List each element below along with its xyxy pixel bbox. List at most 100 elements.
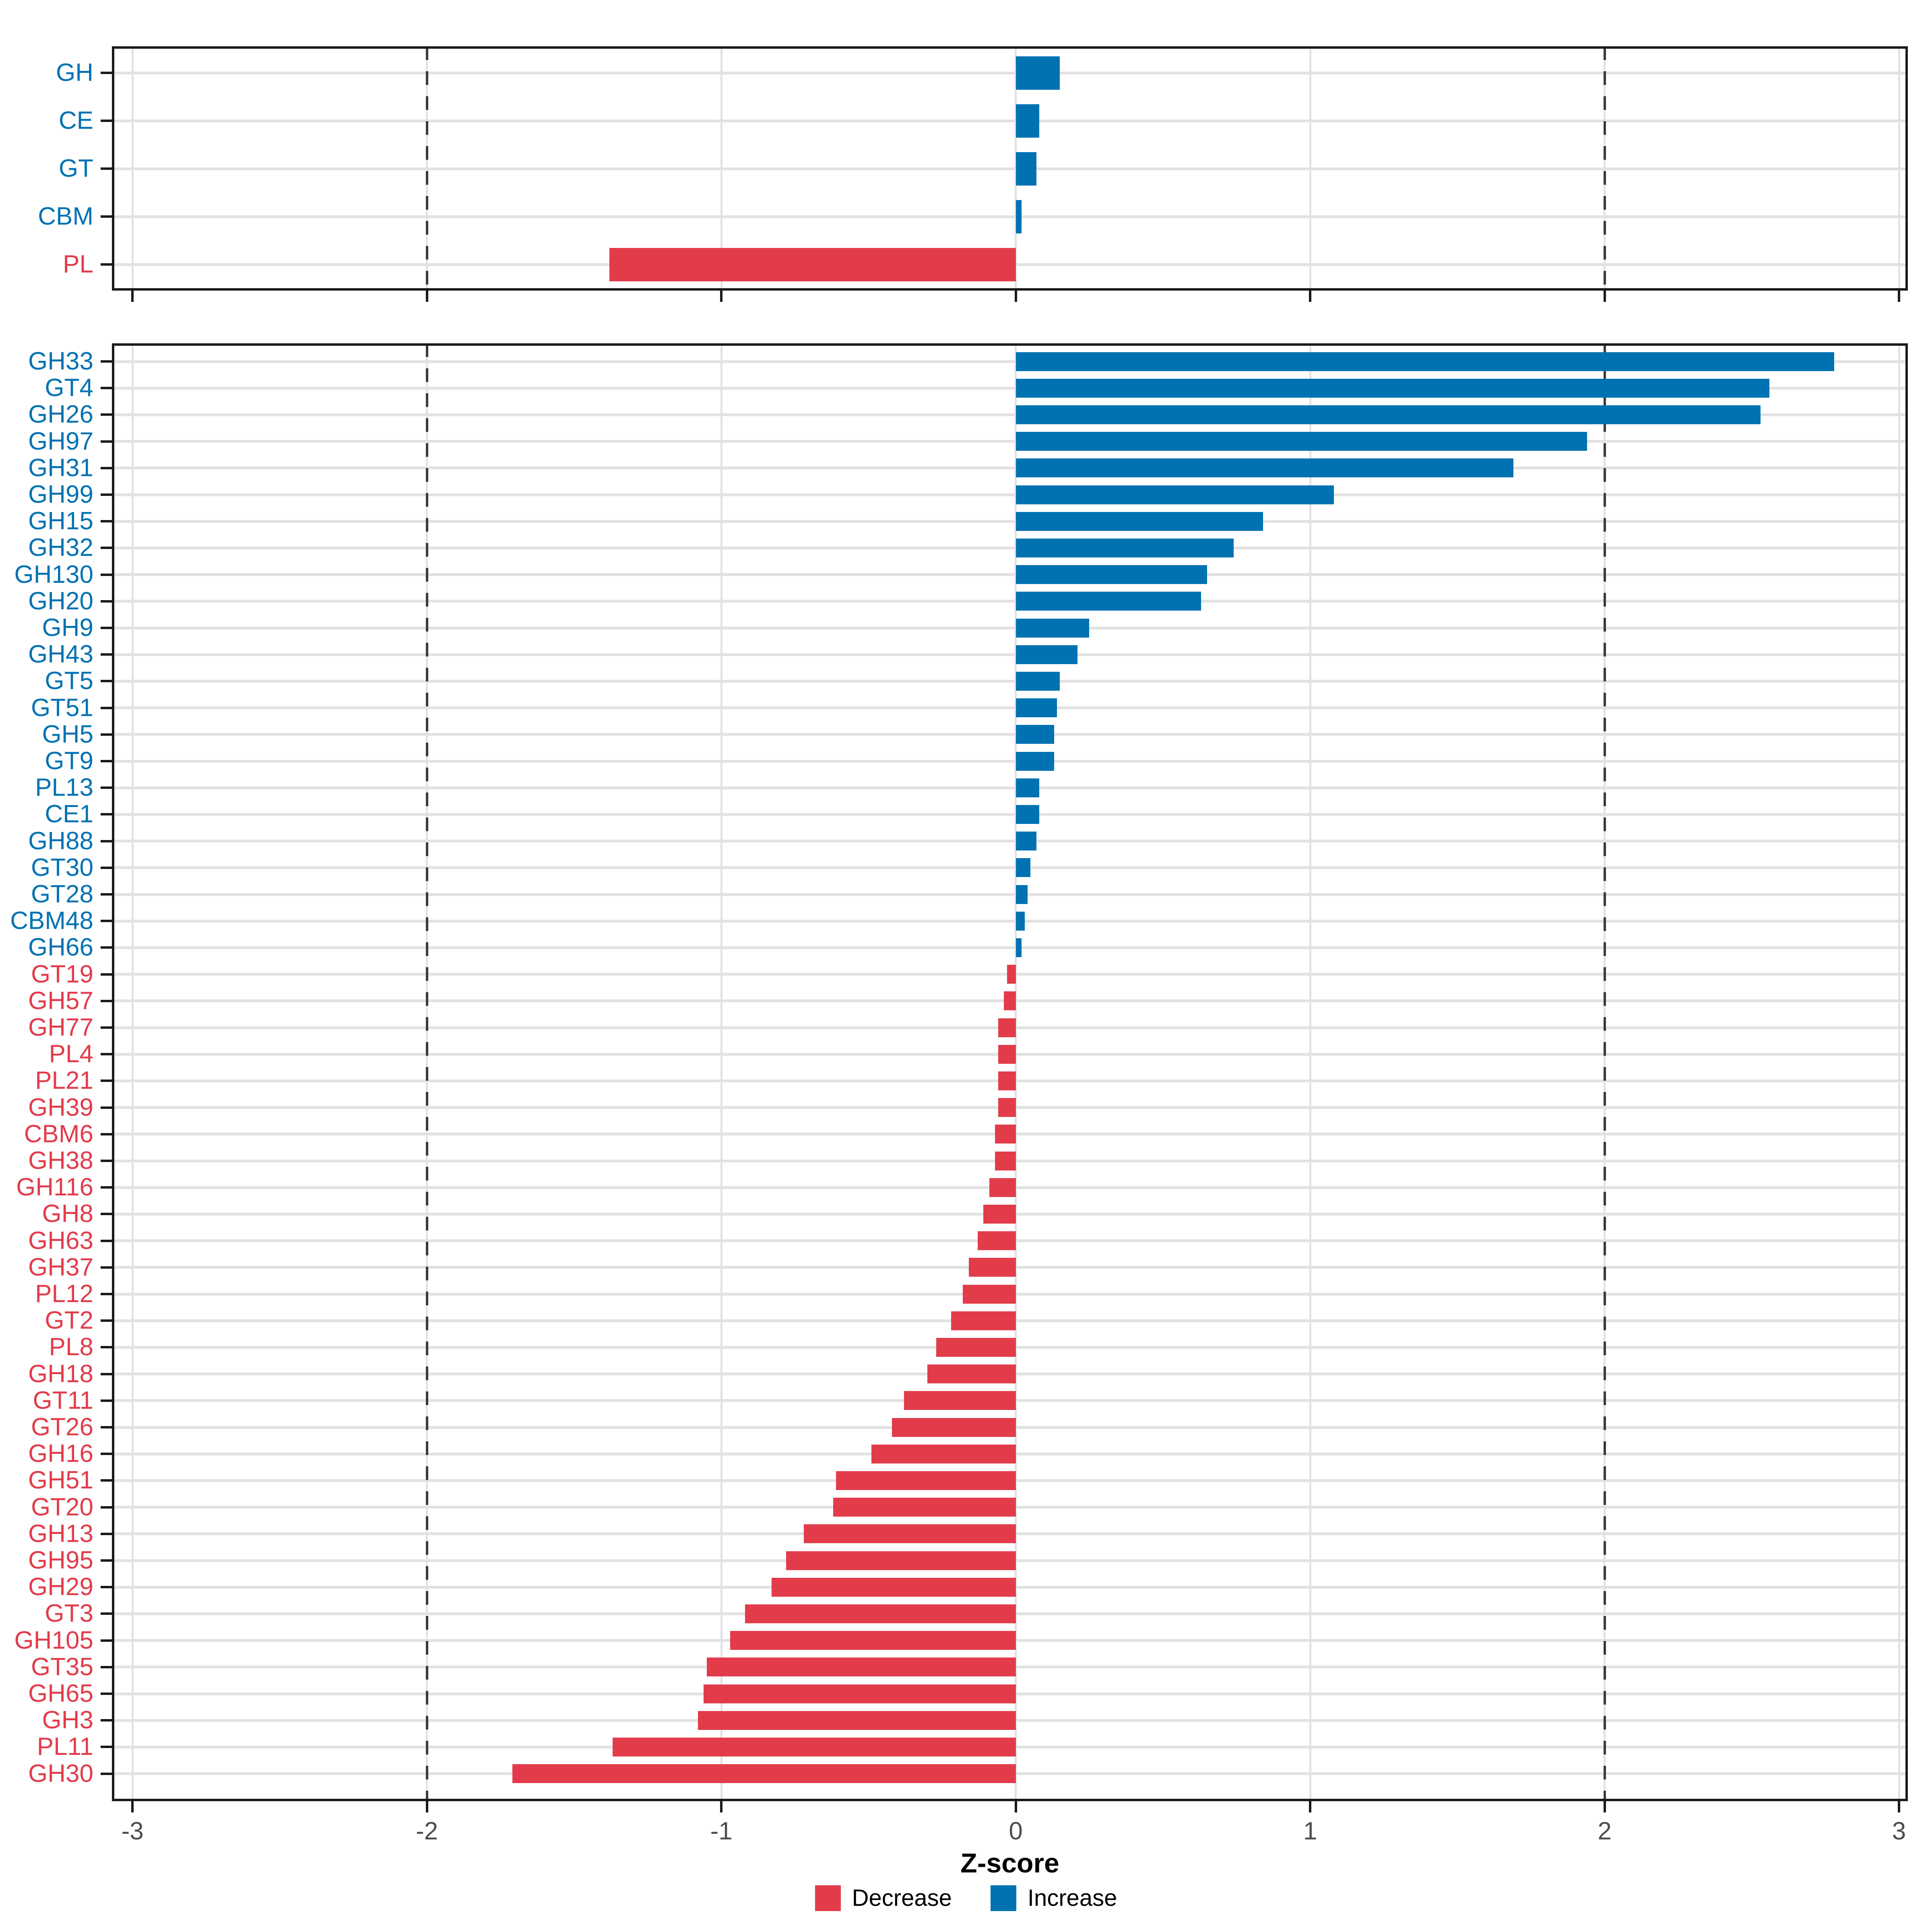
bar-gh99 <box>1016 485 1334 504</box>
y-axis-label-pl21: PL21 <box>35 1067 93 1095</box>
y-axis-label-gt20: GT20 <box>31 1493 93 1521</box>
bar-ce <box>1016 104 1040 138</box>
y-tick <box>101 653 112 656</box>
gridline-horizontal <box>112 786 1908 789</box>
y-tick <box>101 120 112 122</box>
reference-line-dashed <box>425 343 428 1801</box>
x-tick <box>1603 291 1606 302</box>
gridline-horizontal <box>112 573 1908 576</box>
bar-cbm6 <box>995 1125 1016 1144</box>
x-tick <box>1309 291 1312 302</box>
legend-label-decrease: Decrease <box>852 1885 952 1911</box>
gridline-horizontal <box>112 653 1908 656</box>
y-axis-label-gh8: GH8 <box>42 1200 93 1228</box>
gridline-horizontal <box>112 706 1908 710</box>
bar-gh33 <box>1016 352 1835 371</box>
bar-gt51 <box>1016 698 1057 718</box>
bar-pl <box>609 248 1016 281</box>
y-tick <box>101 866 112 869</box>
gridline-horizontal <box>112 679 1908 683</box>
y-tick <box>101 547 112 549</box>
y-tick <box>101 840 112 842</box>
y-tick <box>101 72 112 74</box>
y-axis-label-gh: GH <box>56 59 93 87</box>
y-axis-label-gh63: GH63 <box>28 1226 93 1255</box>
bar-gh3 <box>698 1711 1016 1730</box>
y-axis-label-gt19: GT19 <box>31 960 93 988</box>
bar-gt30 <box>1016 858 1031 877</box>
gridline-horizontal <box>112 546 1908 549</box>
y-tick <box>101 680 112 683</box>
y-axis-label-gh5: GH5 <box>42 720 93 748</box>
gridline-vertical <box>131 343 134 1801</box>
bar-gh105 <box>730 1631 1016 1650</box>
bar-gh37 <box>968 1258 1016 1277</box>
gridline-horizontal <box>112 493 1908 496</box>
y-axis-label-gh99: GH99 <box>28 481 93 508</box>
y-axis-label-cbm48: CBM48 <box>10 907 93 935</box>
x-tick <box>1898 291 1901 302</box>
gridline-horizontal <box>112 893 1908 896</box>
y-axis-label-gh18: GH18 <box>28 1360 93 1388</box>
y-tick <box>101 1612 112 1615</box>
bar-gt20 <box>833 1498 1016 1517</box>
y-axis-label-gh116: GH116 <box>16 1173 93 1201</box>
gridline-vertical <box>1015 343 1017 1801</box>
y-axis-label-gh30: GH30 <box>28 1759 93 1788</box>
bar-gt28 <box>1016 885 1028 904</box>
bar-gh8 <box>983 1204 1016 1224</box>
bar-gh20 <box>1016 592 1201 611</box>
y-tick <box>101 1160 112 1162</box>
y-axis-label-gh105: GH105 <box>14 1626 93 1654</box>
y-tick <box>101 1266 112 1269</box>
y-tick <box>101 167 112 170</box>
x-tick <box>720 1801 723 1812</box>
x-tick <box>1014 291 1017 302</box>
y-axis-label-gh29: GH29 <box>28 1573 93 1601</box>
x-tick-label: 0 <box>1009 1817 1023 1845</box>
bar-cbm48 <box>1016 911 1025 931</box>
y-axis-label-gh95: GH95 <box>28 1546 93 1574</box>
bar-gh9 <box>1016 618 1090 638</box>
y-axis-label-gh77: GH77 <box>28 1013 93 1041</box>
y-tick <box>101 1133 112 1135</box>
y-tick <box>101 1080 112 1082</box>
y-axis-label-gt30: GT30 <box>31 853 93 881</box>
bar-gt3 <box>745 1604 1016 1623</box>
x-tick <box>425 291 428 302</box>
gridline-horizontal <box>112 919 1908 923</box>
y-axis-label-ce: CE <box>58 107 93 134</box>
y-tick <box>101 1506 112 1509</box>
gridline-horizontal <box>112 466 1908 470</box>
y-tick <box>101 999 112 1002</box>
bar-gh95 <box>786 1551 1016 1570</box>
gridline-horizontal <box>112 215 1908 218</box>
x-axis-title: Z-score <box>960 1848 1059 1878</box>
x-tick-label: 3 <box>1892 1817 1906 1845</box>
bar-gh65 <box>704 1684 1016 1703</box>
bar-gh <box>1016 56 1060 90</box>
y-axis-label-gh51: GH51 <box>28 1466 93 1494</box>
y-axis-label-gh65: GH65 <box>28 1680 93 1707</box>
y-axis-label-gt26: GT26 <box>31 1413 93 1441</box>
y-tick <box>101 1719 112 1722</box>
y-tick <box>101 493 112 496</box>
bar-gh5 <box>1016 725 1054 744</box>
legend-swatch-increase <box>990 1885 1016 1911</box>
bar-gt4 <box>1016 378 1770 398</box>
x-tick-label: -1 <box>710 1817 733 1845</box>
y-axis-label-pl13: PL13 <box>35 774 93 802</box>
reference-line-dashed <box>1603 343 1606 1801</box>
bar-gh26 <box>1016 405 1761 424</box>
y-axis-label-gh57: GH57 <box>28 987 93 1015</box>
gridline-vertical <box>1898 343 1900 1801</box>
bar-gh77 <box>998 1018 1016 1037</box>
y-tick <box>101 520 112 523</box>
gridline-horizontal <box>112 413 1908 416</box>
y-tick <box>101 1586 112 1589</box>
bar-gt35 <box>706 1657 1016 1677</box>
y-tick <box>101 360 112 363</box>
bar-pl12 <box>962 1284 1016 1304</box>
gridline-horizontal <box>112 440 1908 443</box>
bar-gt9 <box>1016 751 1054 771</box>
